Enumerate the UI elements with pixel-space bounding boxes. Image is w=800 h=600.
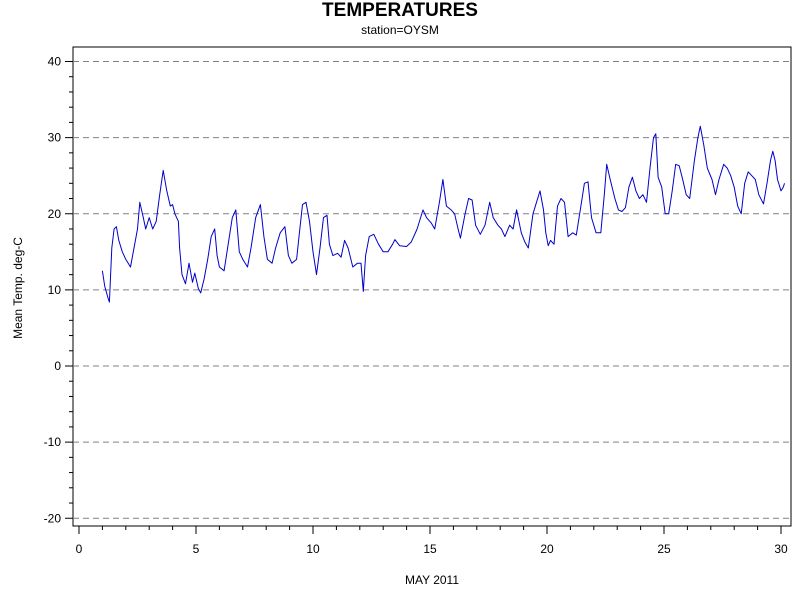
- y-tick-label: -10: [44, 435, 62, 449]
- y-tick-label: -20: [44, 511, 62, 525]
- series-line-mean-temp: [101, 125, 785, 303]
- x-axis-label: MAY 2011: [404, 573, 460, 587]
- x-tick-label: 0: [76, 542, 83, 556]
- gridlines: [73, 61, 791, 519]
- plot-frame: [72, 46, 792, 527]
- axes: -20 -10 0 10 20 30 40 0 5 10 15 20 25 30: [44, 55, 788, 557]
- y-tick-label: 0: [54, 359, 61, 373]
- x-tick-label: 10: [306, 542, 320, 556]
- chart-title: TEMPERATURES: [322, 0, 478, 21]
- y-tick-label: 40: [48, 55, 62, 69]
- x-tick-label: 5: [193, 542, 200, 556]
- y-tick-label: 20: [48, 207, 62, 221]
- y-tick-label: 30: [48, 131, 62, 145]
- y-tick-label: 10: [48, 283, 62, 297]
- x-tick-label: 25: [657, 542, 671, 556]
- x-tick-label: 30: [774, 542, 788, 556]
- x-tick-label: 20: [540, 542, 554, 556]
- x-tick-label: 15: [423, 542, 437, 556]
- series: [101, 125, 785, 303]
- chart-subtitle: station=OYSM: [361, 23, 439, 37]
